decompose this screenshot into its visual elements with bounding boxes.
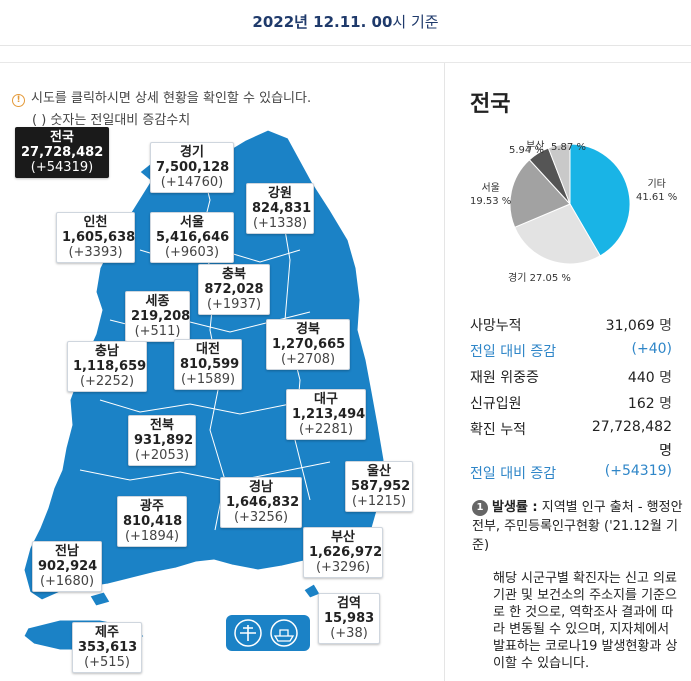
- stat-new: 신규입원 162 명: [470, 396, 672, 412]
- stat-confirmed: 확진 누적 27,728,482 명: [470, 419, 672, 459]
- region-jeju[interactable]: 제주 353,613 (+515): [72, 622, 142, 673]
- notice-line2: ( ) 숫자는 전일대비 증감수치: [32, 113, 191, 128]
- pie-chart: 기타 41.61 % 경기 27.05 % 서울 19.53 % 5.94 % 부산…: [470, 130, 685, 290]
- top-divider: [0, 62, 691, 63]
- pie-label-gyeonggi: 경기 27.05 %: [508, 273, 571, 284]
- pie-slice-4: [547, 143, 571, 205]
- pie-label-busan: 5.94 %: [509, 145, 544, 156]
- stat-hospital: 재원 위중증 440 명: [470, 370, 672, 386]
- disclaimer-text: 해당 시군구별 확진자는 신고 의료기관 및 보건소의 주소지를 기준으로 한 …: [493, 571, 678, 671]
- region-incheon[interactable]: 인천 1,605,638 (+3393): [56, 212, 135, 263]
- info-icon: !: [12, 94, 25, 107]
- number-one-icon: 1: [472, 500, 488, 516]
- region-jeonbuk[interactable]: 전북 931,892 (+2053): [128, 415, 196, 466]
- region-gwangju[interactable]: 광주 810,418 (+1894): [117, 496, 187, 547]
- pie-label-seoul: 서울 19.53 %: [470, 183, 512, 207]
- region-daejeon[interactable]: 대전 810,599 (+1589): [174, 339, 242, 390]
- region-gyeonggi[interactable]: 경기 7,500,128 (+14760): [150, 142, 234, 193]
- region-seoul[interactable]: 서울 5,416,646 (+9603): [150, 212, 234, 263]
- region-busan[interactable]: 부산 1,626,972 (+3296): [303, 527, 383, 578]
- region-sejong[interactable]: 세종 219,208 (+511): [125, 291, 190, 342]
- region-quarantine[interactable]: 검역 15,983 (+38): [318, 593, 380, 644]
- side-title: 전국: [470, 92, 511, 117]
- ship-icon: [273, 629, 295, 642]
- airplane-icon: [240, 625, 256, 641]
- pie-slice-1: [514, 203, 601, 265]
- region-gyeongnam[interactable]: 경남 1,646,832 (+3256): [220, 477, 302, 528]
- region-jeonnam[interactable]: 전남 902,924 (+1680): [32, 541, 102, 592]
- region-gyeongbuk[interactable]: 경북 1,270,665 (+2708): [266, 319, 350, 370]
- notice-text: 시도를 클릭하시면 상세 현황을 확인할 수 있습니다.: [31, 91, 312, 106]
- notice-line1: ! 시도를 클릭하시면 상세 현황을 확인할 수 있습니다.: [12, 87, 311, 107]
- region-chungbuk[interactable]: 충북 872,028 (+1937): [198, 264, 270, 315]
- pie-label-gita: 기타 41.61 %: [636, 179, 678, 203]
- region-national[interactable]: 전국 27,728,482 (+54319): [15, 127, 109, 178]
- date-bold: 2022년 12.11. 00: [252, 13, 393, 31]
- date-suffix: 시 기준: [392, 13, 439, 31]
- stat-confirmed-diff: 전일 대비 증감 (+54319): [470, 463, 672, 482]
- region-gangwon[interactable]: 강원 824,831 (+1338): [246, 183, 314, 234]
- header: 2022년 12.11. 00시 기준: [0, 0, 691, 46]
- quarantine-icon-bg: [226, 615, 310, 651]
- incidence-note: 1 발생률 : 지역별 인구 출처 - 행정안전부, 주민등록인구현황 ('21.…: [472, 500, 683, 553]
- stat-death-diff: 전일 대비 증감 (+40): [470, 341, 672, 360]
- region-chungnam[interactable]: 충남 1,118,659 (+2252): [67, 341, 147, 392]
- region-ulsan[interactable]: 울산 587,952 (+1215): [345, 461, 413, 512]
- region-daegu[interactable]: 대구 1,213,494 (+2281): [286, 389, 366, 440]
- stat-death: 사망누적 31,069 명: [470, 318, 672, 334]
- vertical-divider: [444, 63, 445, 681]
- stats-table: 사망누적 31,069 명 전일 대비 증감 (+40) 재원 위중증 440 …: [470, 312, 672, 486]
- pie-label-busan-name: 부산: [526, 141, 545, 152]
- pie-slice-2: [509, 159, 571, 228]
- pie-label-other: 5.87 %: [551, 142, 586, 153]
- pie-slice-0: [569, 143, 631, 257]
- pie-svg: [509, 143, 631, 265]
- map-island-3: [89, 591, 111, 607]
- header-date: 2022년 12.11. 00시 기준: [0, 11, 691, 32]
